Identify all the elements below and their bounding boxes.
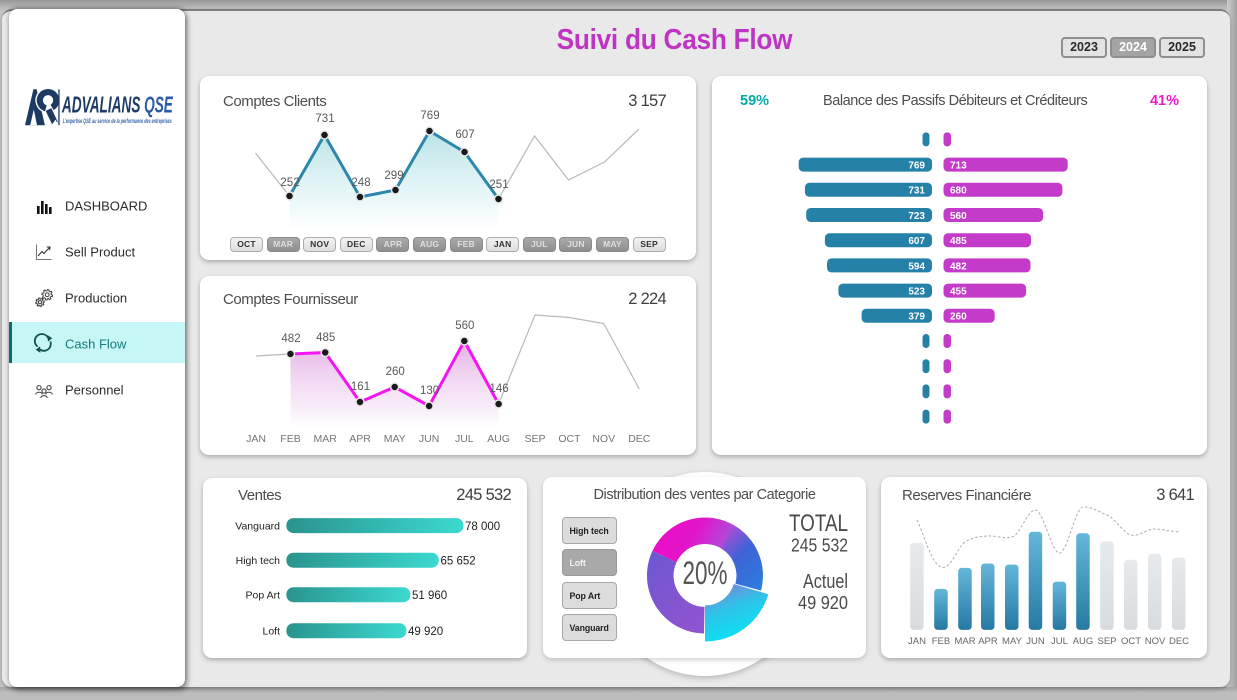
svg-text:560: 560 bbox=[455, 320, 474, 332]
svg-text:731: 731 bbox=[908, 186, 925, 197]
svg-text:FEB: FEB bbox=[280, 433, 300, 445]
svg-text:680: 680 bbox=[950, 186, 967, 197]
svg-text:Vanguard: Vanguard bbox=[235, 521, 280, 533]
svg-text:DEC: DEC bbox=[628, 433, 651, 445]
svg-text:AUG: AUG bbox=[1073, 636, 1094, 647]
svg-text:245 532: 245 532 bbox=[791, 535, 848, 556]
svg-text:607: 607 bbox=[455, 129, 474, 141]
svg-text:723: 723 bbox=[908, 211, 925, 222]
svg-text:ADVALIANS: ADVALIANS bbox=[61, 92, 140, 118]
svg-text:DEC: DEC bbox=[1169, 636, 1189, 647]
svg-text:482: 482 bbox=[950, 261, 967, 272]
svg-text:SEP: SEP bbox=[1097, 636, 1116, 647]
svg-text:TOTAL: TOTAL bbox=[789, 510, 848, 537]
svg-text:299: 299 bbox=[384, 170, 403, 182]
svg-text:MAY: MAY bbox=[384, 433, 406, 445]
svg-text:769: 769 bbox=[420, 110, 439, 122]
svg-text:JAN: JAN bbox=[246, 433, 266, 445]
svg-text:51 960: 51 960 bbox=[412, 590, 447, 602]
svg-text:AUG: AUG bbox=[487, 433, 510, 445]
svg-text:248: 248 bbox=[351, 177, 370, 189]
svg-text:Loft: Loft bbox=[262, 626, 280, 638]
svg-text:455: 455 bbox=[950, 287, 967, 298]
svg-text:SEP: SEP bbox=[524, 433, 545, 445]
svg-text:OCT: OCT bbox=[558, 433, 581, 445]
svg-text:APR: APR bbox=[349, 433, 371, 445]
svg-text:NOV: NOV bbox=[592, 433, 615, 445]
svg-text:49 920: 49 920 bbox=[798, 592, 848, 613]
svg-text:65 652: 65 652 bbox=[441, 555, 476, 567]
svg-text:JUN: JUN bbox=[1026, 636, 1045, 647]
svg-text:594: 594 bbox=[908, 261, 925, 272]
svg-text:APR: APR bbox=[978, 636, 998, 647]
svg-text:252: 252 bbox=[280, 177, 299, 189]
svg-text:769: 769 bbox=[908, 161, 925, 172]
svg-text:260: 260 bbox=[386, 366, 405, 378]
svg-text:560: 560 bbox=[950, 211, 967, 222]
svg-text:379: 379 bbox=[908, 312, 925, 323]
svg-text:QSE: QSE bbox=[144, 92, 174, 118]
svg-text:713: 713 bbox=[950, 161, 967, 172]
svg-text:MAY: MAY bbox=[1002, 636, 1023, 647]
svg-text:JUN: JUN bbox=[419, 433, 439, 445]
svg-text:731: 731 bbox=[315, 113, 334, 125]
svg-text:260: 260 bbox=[950, 312, 967, 323]
svg-text:161: 161 bbox=[351, 381, 370, 393]
svg-text:482: 482 bbox=[281, 333, 300, 345]
svg-text:251: 251 bbox=[489, 179, 508, 191]
svg-text:NOV: NOV bbox=[1145, 636, 1166, 647]
svg-text:49 920: 49 920 bbox=[408, 626, 443, 638]
svg-text:523: 523 bbox=[908, 287, 925, 298]
svg-text:485: 485 bbox=[316, 332, 335, 344]
svg-text:607: 607 bbox=[908, 236, 925, 247]
svg-text:OCT: OCT bbox=[1121, 636, 1141, 647]
svg-text:FEB: FEB bbox=[932, 636, 950, 647]
svg-text:20%: 20% bbox=[683, 555, 728, 591]
svg-text:78 000: 78 000 bbox=[465, 521, 500, 533]
svg-text:JAN: JAN bbox=[908, 636, 926, 647]
svg-text:130: 130 bbox=[420, 385, 439, 397]
svg-text:MAR: MAR bbox=[314, 433, 338, 445]
svg-text:146: 146 bbox=[490, 383, 509, 395]
svg-text:JUL: JUL bbox=[1051, 636, 1068, 647]
svg-text:Pop Art: Pop Art bbox=[246, 590, 281, 602]
svg-text:High tech: High tech bbox=[236, 555, 281, 567]
svg-text:L'expertise QSE au service de: L'expertise QSE au service de la perform… bbox=[63, 118, 172, 125]
svg-text:JUL: JUL bbox=[455, 433, 474, 445]
svg-text:485: 485 bbox=[950, 236, 967, 247]
svg-text:Actuel: Actuel bbox=[803, 571, 848, 593]
svg-text:MAR: MAR bbox=[954, 636, 975, 647]
